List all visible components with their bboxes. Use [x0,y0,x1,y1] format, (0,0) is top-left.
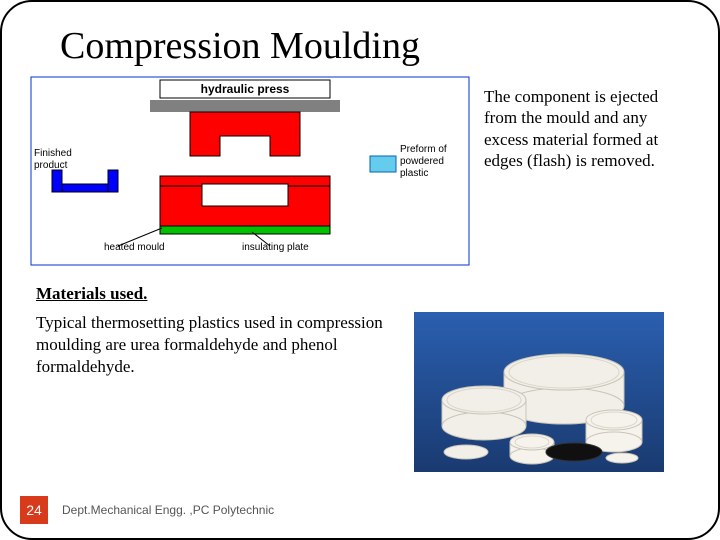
svg-text:product: product [34,160,68,171]
svg-text:hydraulic press: hydraulic press [201,82,290,96]
svg-text:heated mould: heated mould [104,242,165,253]
materials-heading: Materials used. [36,284,690,304]
compression-diagram: hydraulic press Finishedproduct Preform of… [30,76,470,266]
slide-frame: Compression Moulding hydraulic press Fini… [0,0,720,540]
description-text: The component is ejected from the mould … [484,76,684,171]
row-diagram-and-text: hydraulic press Finishedproduct Preform of… [30,76,690,266]
svg-text:plastic: plastic [400,168,428,179]
row-materials-and-photo: Typical thermosetting plastics used in c… [30,312,690,472]
materials-paragraph: Typical thermosetting plastics used in c… [36,312,396,378]
svg-text:insulating plate: insulating plate [242,242,309,253]
page-number-badge: 24 [20,496,48,524]
department-text: Dept.Mechanical Engg. ,PC Polytechnic [62,503,274,517]
slide-footer: 24 Dept.Mechanical Engg. ,PC Polytechnic [2,496,274,524]
slide-title: Compression Moulding [60,24,690,68]
svg-text:Preform of: Preform of [400,144,447,155]
svg-text:powdered: powdered [400,156,444,167]
svg-text:Finished: Finished [34,148,72,159]
product-photo [414,312,664,472]
